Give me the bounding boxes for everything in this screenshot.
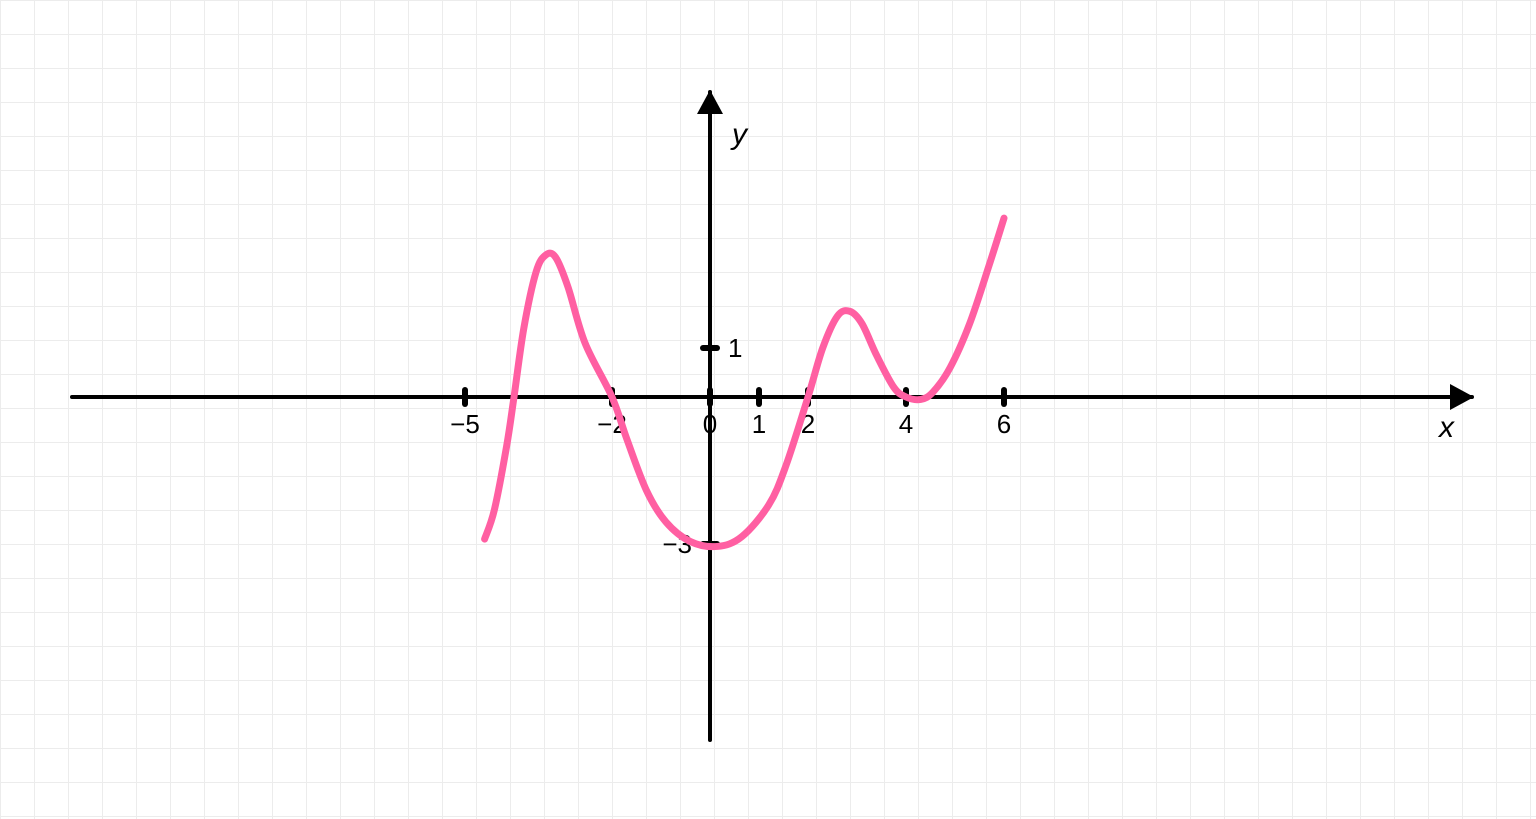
function-curve <box>485 218 1004 547</box>
y-tick-label: 1 <box>728 333 742 363</box>
x-axis-label: x <box>1437 411 1455 444</box>
x-tick-label: 4 <box>899 409 913 439</box>
x-tick-label: 0 <box>703 409 717 439</box>
x-axis-arrow <box>1450 384 1474 410</box>
x-tick-label: 6 <box>997 409 1011 439</box>
y-axis-label: y <box>730 118 749 151</box>
x-tick-label: −5 <box>450 409 480 439</box>
y-axis-arrow <box>697 90 723 114</box>
x-tick-label: 1 <box>752 409 766 439</box>
function-plot: −5−2012461−3xy <box>0 0 1536 819</box>
